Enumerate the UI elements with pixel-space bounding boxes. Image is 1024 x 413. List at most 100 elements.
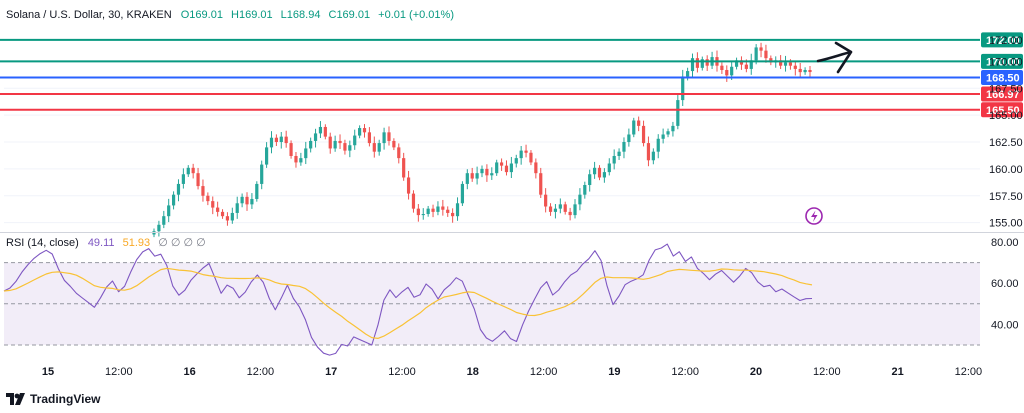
candle[interactable] bbox=[294, 152, 298, 168]
candle[interactable] bbox=[548, 203, 553, 216]
candle[interactable] bbox=[411, 190, 416, 213]
candle[interactable] bbox=[524, 144, 528, 158]
price-level-badge[interactable] bbox=[981, 32, 1023, 48]
candle[interactable] bbox=[612, 149, 616, 170]
price-level-badge[interactable] bbox=[981, 86, 1023, 102]
candle[interactable] bbox=[460, 181, 465, 206]
candle[interactable] bbox=[206, 192, 210, 206]
candle[interactable] bbox=[499, 158, 504, 171]
candle[interactable] bbox=[568, 207, 572, 221]
candle[interactable] bbox=[641, 120, 646, 147]
candle[interactable] bbox=[490, 167, 494, 180]
candle[interactable] bbox=[358, 125, 362, 139]
candle[interactable] bbox=[201, 179, 205, 202]
candle[interactable] bbox=[764, 44, 768, 63]
candle[interactable] bbox=[269, 131, 274, 154]
candle[interactable] bbox=[588, 169, 592, 192]
rsi-line[interactable] bbox=[3, 243, 813, 356]
candle[interactable] bbox=[617, 148, 621, 160]
candlestick-series[interactable] bbox=[152, 42, 812, 238]
candle[interactable] bbox=[167, 198, 171, 223]
candle[interactable] bbox=[553, 204, 558, 219]
candle[interactable] bbox=[274, 134, 278, 146]
candle[interactable] bbox=[309, 137, 313, 153]
rsi-ma-line[interactable] bbox=[3, 267, 813, 339]
price-level-badge[interactable] bbox=[981, 70, 1023, 86]
candle[interactable] bbox=[720, 62, 724, 74]
candle[interactable] bbox=[534, 158, 538, 179]
candle[interactable] bbox=[313, 128, 318, 148]
candle[interactable] bbox=[558, 198, 562, 214]
candle[interactable] bbox=[798, 63, 802, 77]
candle[interactable] bbox=[240, 193, 244, 208]
candle[interactable] bbox=[338, 134, 342, 149]
candle[interactable] bbox=[372, 136, 376, 158]
candle[interactable] bbox=[734, 57, 739, 70]
candle[interactable] bbox=[563, 201, 567, 215]
candle[interactable] bbox=[627, 128, 631, 147]
arrow-right-icon[interactable] bbox=[816, 41, 853, 74]
candle[interactable] bbox=[353, 129, 357, 150]
candle[interactable] bbox=[416, 204, 420, 222]
candle[interactable] bbox=[426, 205, 430, 217]
candle[interactable] bbox=[235, 196, 239, 219]
candle[interactable] bbox=[397, 143, 401, 164]
candle[interactable] bbox=[377, 139, 381, 156]
candle[interactable] bbox=[465, 169, 469, 190]
candle[interactable] bbox=[323, 124, 327, 140]
candle[interactable] bbox=[186, 165, 190, 177]
candle[interactable] bbox=[495, 159, 499, 176]
candle[interactable] bbox=[504, 160, 509, 176]
candle[interactable] bbox=[367, 127, 372, 147]
candle[interactable] bbox=[441, 199, 445, 216]
candle[interactable] bbox=[583, 181, 587, 199]
candle[interactable] bbox=[220, 209, 225, 219]
candle[interactable] bbox=[382, 127, 386, 150]
price-levels[interactable]: 172.00 170.00 168.50 166.97 165.50 bbox=[0, 32, 1023, 118]
candle[interactable] bbox=[216, 201, 220, 217]
tradingview-brand[interactable]: TradingView bbox=[6, 390, 100, 408]
candle[interactable] bbox=[181, 168, 185, 189]
candle[interactable] bbox=[769, 55, 773, 66]
candle[interactable] bbox=[446, 206, 450, 217]
candle[interactable] bbox=[651, 148, 655, 165]
candle[interactable] bbox=[519, 145, 523, 165]
candle[interactable] bbox=[509, 156, 513, 179]
candle[interactable] bbox=[431, 204, 435, 218]
candle[interactable] bbox=[196, 167, 200, 190]
candle[interactable] bbox=[690, 53, 695, 78]
candle[interactable] bbox=[646, 136, 651, 167]
candle[interactable] bbox=[406, 170, 411, 200]
candle[interactable] bbox=[225, 212, 230, 226]
candle[interactable] bbox=[739, 56, 744, 70]
rsi-series[interactable] bbox=[3, 243, 813, 356]
candle[interactable] bbox=[622, 137, 626, 159]
candle[interactable] bbox=[725, 65, 729, 82]
candle[interactable] bbox=[230, 207, 234, 224]
lightning-icon[interactable] bbox=[805, 207, 823, 225]
candle[interactable] bbox=[607, 158, 611, 176]
candle[interactable] bbox=[793, 61, 797, 76]
candle[interactable] bbox=[539, 167, 543, 199]
candle[interactable] bbox=[803, 67, 807, 75]
candle[interactable] bbox=[250, 193, 254, 209]
candle[interactable] bbox=[211, 196, 215, 215]
candle[interactable] bbox=[656, 134, 660, 159]
candle[interactable] bbox=[328, 132, 332, 154]
candle[interactable] bbox=[455, 197, 460, 221]
candle[interactable] bbox=[264, 142, 269, 168]
candle[interactable] bbox=[681, 69, 685, 107]
price-axis[interactable]: 172.00 170.00 167.50 165.00 162.50 160.00 157.… bbox=[989, 35, 1023, 230]
candle[interactable] bbox=[362, 124, 367, 138]
candle[interactable] bbox=[783, 55, 788, 72]
candle[interactable] bbox=[578, 188, 582, 211]
candle[interactable] bbox=[333, 135, 337, 152]
candle[interactable] bbox=[544, 188, 548, 213]
candle[interactable] bbox=[475, 166, 479, 185]
price-level-badge[interactable] bbox=[981, 53, 1023, 69]
candle[interactable] bbox=[451, 208, 455, 223]
candle[interactable] bbox=[260, 160, 264, 190]
candle[interactable] bbox=[348, 140, 352, 158]
candle[interactable] bbox=[749, 53, 753, 75]
candle[interactable] bbox=[632, 117, 636, 138]
